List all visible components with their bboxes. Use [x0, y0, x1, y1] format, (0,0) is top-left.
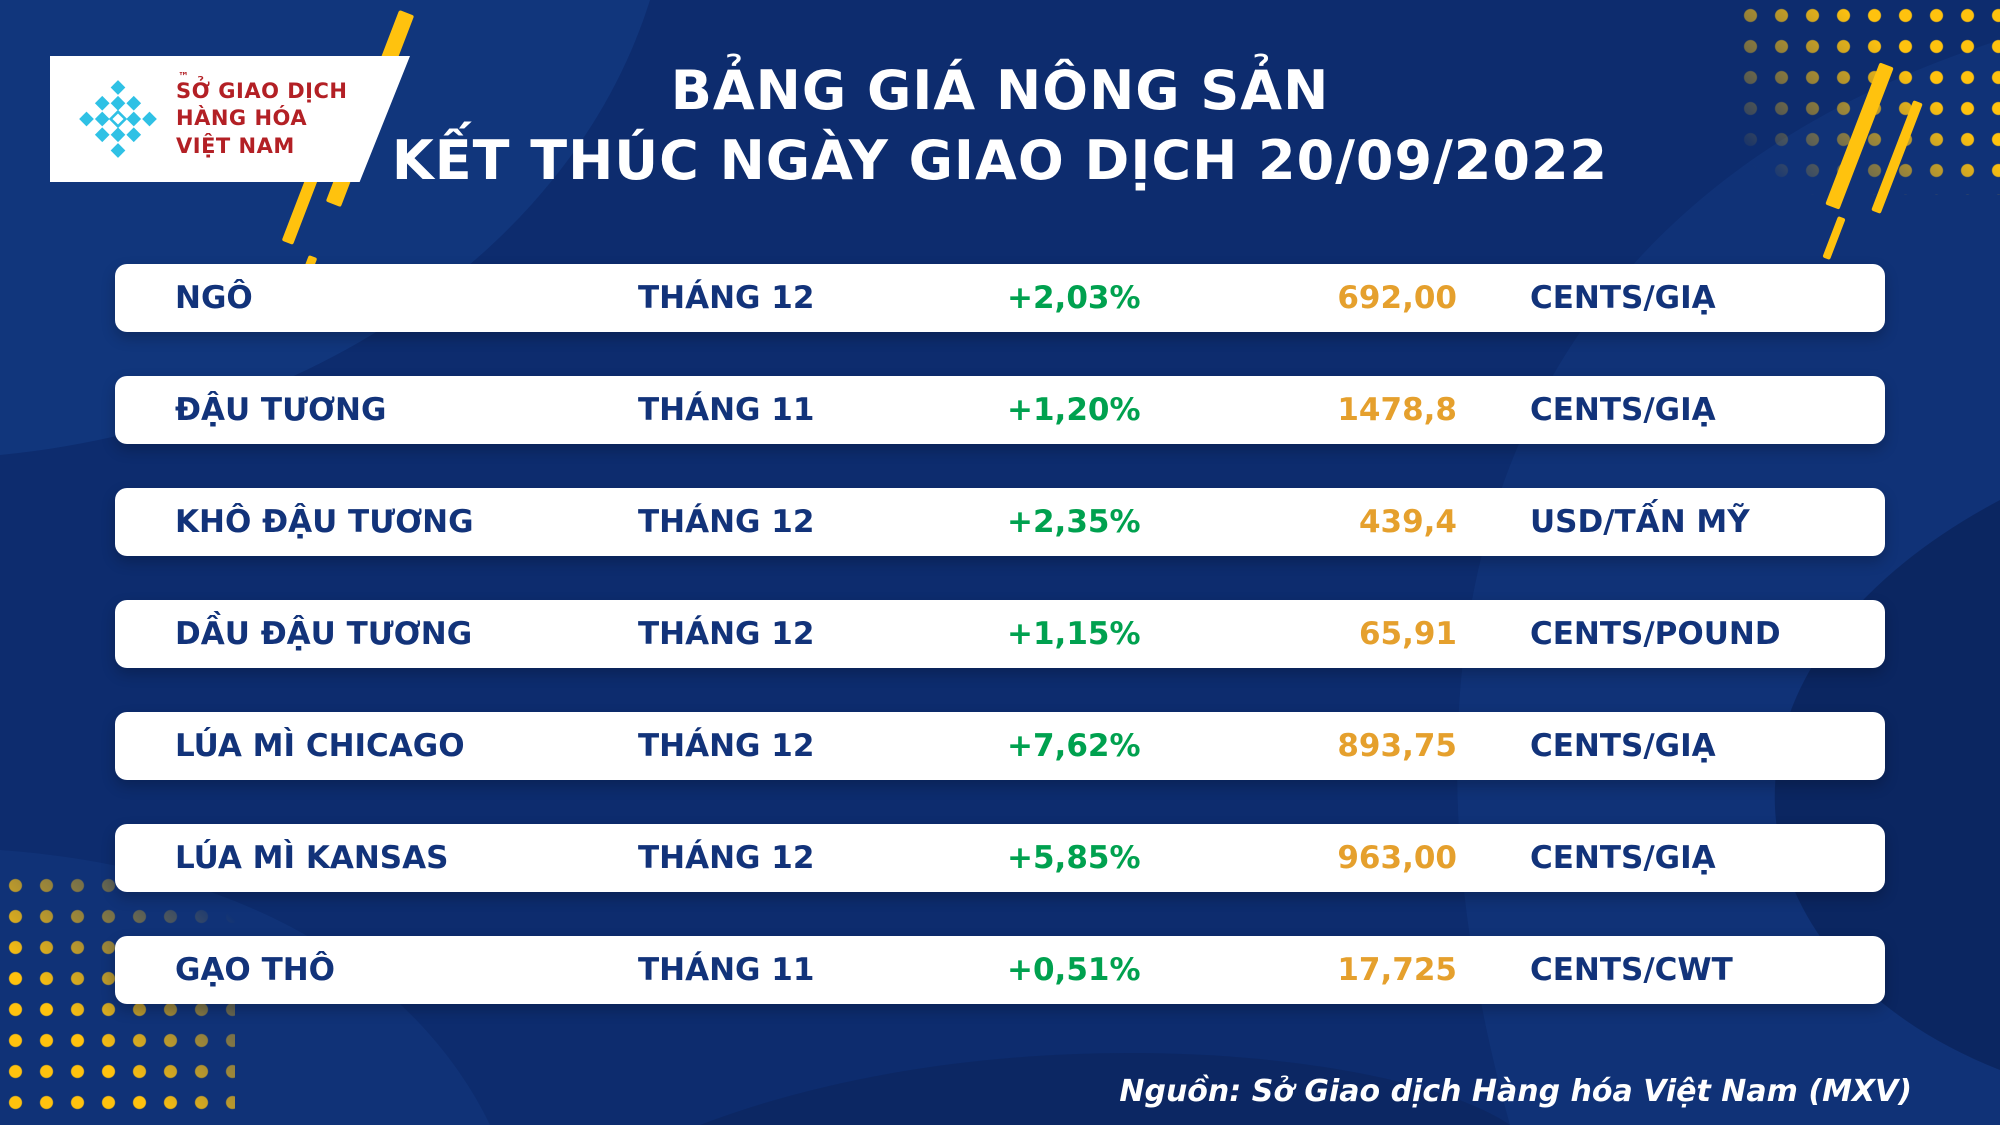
price-unit: CENTS/CWT: [1530, 952, 1733, 988]
contract-month: THÁNG 12: [638, 616, 815, 652]
table-row: ĐẬU TƯƠNG THÁNG 11 +1,20% 1478,8 CENTS/G…: [115, 376, 1885, 444]
commodity-name: NGÔ: [175, 280, 253, 316]
logo-text: SỞ GIAO DỊCH HÀNG HÓA VIỆT NAM: [176, 78, 347, 160]
commodity-name: GẠO THÔ: [175, 952, 336, 988]
logo-line3: VIỆT NAM: [176, 133, 295, 158]
price-value: 65,91: [1358, 616, 1457, 652]
price-unit: USD/TẤN MỸ: [1530, 504, 1750, 540]
title-line2: KẾT THÚC NGÀY GIAO DỊCH 20/09/2022: [391, 129, 1609, 193]
table-row: NGÔ THÁNG 12 +2,03% 692,00 CENTS/GIẠ: [115, 264, 1885, 332]
table-row: GẠO THÔ THÁNG 11 +0,51% 17,725 CENTS/CWT: [115, 936, 1885, 1004]
percent-change: +1,15%: [1007, 616, 1141, 652]
price-table: NGÔ THÁNG 12 +2,03% 692,00 CENTS/GIẠ ĐẬU…: [115, 264, 1885, 1004]
percent-change: +0,51%: [1007, 952, 1141, 988]
price-value: 17,725: [1337, 952, 1457, 988]
contract-month: THÁNG 12: [638, 728, 815, 764]
percent-change: +2,35%: [1007, 504, 1141, 540]
contract-month: THÁNG 12: [638, 840, 815, 876]
price-unit: CENTS/GIẠ: [1530, 840, 1716, 876]
price-value: 1478,8: [1337, 392, 1457, 428]
logo-line1: SỞ GIAO DỊCH: [176, 79, 348, 104]
percent-change: +2,03%: [1007, 280, 1141, 316]
commodity-name: ĐẬU TƯƠNG: [175, 392, 387, 428]
percent-change: +5,85%: [1007, 840, 1141, 876]
logo-line2: HÀNG HÓA: [176, 106, 308, 131]
source-credit: Nguồn: Sở Giao dịch Hàng hóa Việt Nam (M…: [1119, 1074, 1912, 1109]
commodity-name: KHÔ ĐẬU TƯƠNG: [175, 504, 474, 540]
percent-change: +7,62%: [1007, 728, 1141, 764]
title-line1: BẢNG GIÁ NÔNG SẢN: [670, 59, 1330, 122]
table-row: KHÔ ĐẬU TƯƠNG THÁNG 12 +2,35% 439,4 USD/…: [115, 488, 1885, 556]
commodity-name: DẦU ĐẬU TƯƠNG: [175, 616, 473, 652]
page-title: BẢNG GIÁ NÔNG SẢN KẾT THÚC NGÀY GIAO DỊC…: [0, 56, 2000, 196]
commodity-name: LÚA MÌ KANSAS: [175, 840, 449, 876]
price-value: 439,4: [1358, 504, 1457, 540]
mxv-logo-card: ™ SỞ GIAO DỊCH HÀNG HÓA VIỆT NAM: [50, 56, 410, 182]
contract-month: THÁNG 11: [638, 952, 815, 988]
percent-change: +1,20%: [1007, 392, 1141, 428]
commodity-name: LÚA MÌ CHICAGO: [175, 728, 465, 764]
contract-month: THÁNG 11: [638, 392, 815, 428]
price-value: 893,75: [1337, 728, 1457, 764]
mxv-diamond-icon: [79, 80, 157, 158]
price-unit: CENTS/GIẠ: [1530, 392, 1716, 428]
price-unit: CENTS/POUND: [1530, 616, 1781, 652]
table-row: DẦU ĐẬU TƯƠNG THÁNG 12 +1,15% 65,91 CENT…: [115, 600, 1885, 668]
table-row: LÚA MÌ KANSAS THÁNG 12 +5,85% 963,00 CEN…: [115, 824, 1885, 892]
table-row: LÚA MÌ CHICAGO THÁNG 12 +7,62% 893,75 CE…: [115, 712, 1885, 780]
trademark-symbol: ™: [178, 70, 189, 83]
price-unit: CENTS/GIẠ: [1530, 728, 1716, 764]
price-unit: CENTS/GIẠ: [1530, 280, 1716, 316]
contract-month: THÁNG 12: [638, 504, 815, 540]
price-value: 963,00: [1337, 840, 1457, 876]
price-value: 692,00: [1337, 280, 1457, 316]
contract-month: THÁNG 12: [638, 280, 815, 316]
